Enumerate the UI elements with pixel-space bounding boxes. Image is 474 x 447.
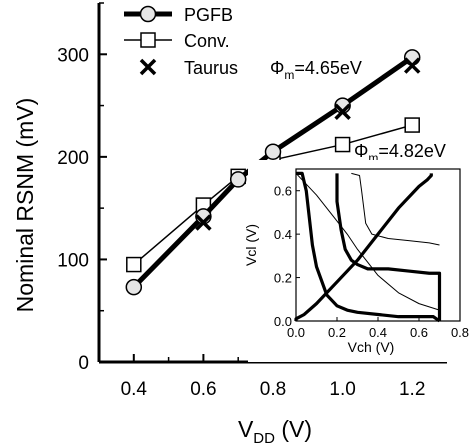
x-tick-label: 0.6 [190, 379, 216, 400]
inset-curve-thin [351, 172, 440, 246]
inset-x-tick-label: 0.8 [451, 325, 469, 340]
x-axis-title: VDD (V) [238, 416, 312, 447]
y-tick-label: 100 [57, 250, 89, 271]
data-point-conv [126, 256, 142, 273]
legend-marker-taurus [139, 58, 157, 76]
x-marker-stroke [403, 57, 421, 74]
annotation-sub: m [368, 151, 378, 165]
data-point-taurus [334, 103, 351, 120]
x-marker-stroke [334, 103, 351, 120]
annotation-phi: Φ [354, 141, 368, 161]
y-tick-label: 200 [57, 148, 89, 169]
inset-y-tick-label: 0.0 [274, 314, 292, 329]
inset-background [248, 160, 470, 362]
x-tick-label: 0.8 [260, 379, 286, 400]
data-point-pgfb [229, 171, 247, 188]
inset-chart: 0.0 0.2 0.4 0.6 0.8 0.0 0.2 0.4 0.6 Vch (V) Vcl (V… [243, 160, 470, 362]
data-point-conv [334, 136, 351, 153]
annotation-phi: Φ [270, 58, 284, 78]
x-marker-stroke [139, 58, 157, 76]
inset-y-title: Vcl (V) [243, 224, 259, 266]
inset-curve-thick [294, 173, 433, 321]
inset-y-tick-label: 0.6 [274, 184, 292, 199]
data-point-conv [404, 117, 420, 133]
inset-curve-thin [295, 172, 440, 311]
legend: PGFB Conv. Taurus [124, 5, 238, 78]
inset-x-tick-label: 0.2 [328, 325, 346, 340]
inset-y-tick-label: 0.2 [274, 271, 292, 286]
data-point-taurus [195, 214, 212, 231]
legend-marker-conv [140, 32, 156, 48]
x-axis-title-main: V [238, 416, 254, 442]
x-tick-label: 1.0 [329, 379, 355, 400]
data-point-pgfb [264, 143, 282, 160]
x-tick-label: 1.2 [399, 379, 425, 400]
legend-label-pgfb: PGFB [184, 5, 233, 25]
inset-y-tick-label: 0.4 [274, 227, 292, 242]
annotation-value: =4.65eV [294, 58, 362, 78]
data-point-pgfb [125, 278, 143, 296]
data-point-taurus [403, 57, 421, 74]
annotation-sub: m [284, 68, 294, 82]
inset-x-tick-label: 0.0 [287, 325, 305, 340]
inset-x-title: Vch (V) [348, 339, 395, 355]
annotation-work-function: Φm=4.82eV [354, 141, 446, 165]
inset-curve-thick [296, 171, 441, 323]
annotation-value: =4.82eV [378, 141, 446, 161]
legend-marker-pgfb [139, 5, 157, 23]
inset-x-tick-label: 0.6 [410, 325, 428, 340]
inset-x-tick-label: 0.4 [369, 325, 387, 340]
legend-label-conv: Conv. [184, 31, 230, 51]
y-axis-title: Nominal RSNM (mV) [12, 98, 38, 313]
x-axis-title-sub: DD [253, 430, 275, 447]
x-marker-stroke [195, 214, 212, 231]
x-axis-title-unit: (V) [275, 416, 312, 442]
main-axes: 0 100 200 300 0.4 0.6 0.8 1.0 1.2 [57, 2, 448, 400]
y-tick-label: 0 [78, 353, 89, 374]
x-tick-label: 0.4 [121, 379, 148, 400]
annotation-work-function: Φm=4.65eV [270, 58, 362, 82]
y-tick-label: 300 [57, 45, 89, 66]
legend-label-taurus: Taurus [184, 58, 238, 78]
